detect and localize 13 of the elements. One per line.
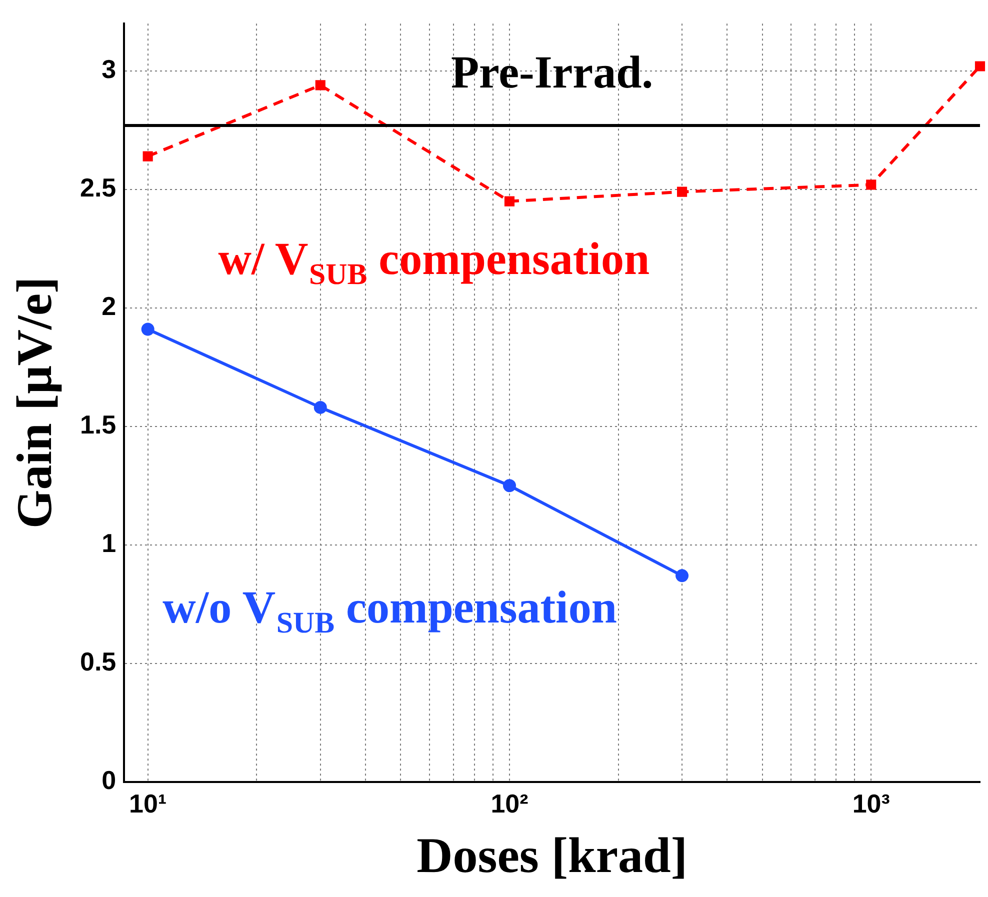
y-axis-title: Gain [μV/e]	[6, 276, 62, 529]
x-tick-label: 10¹	[129, 788, 167, 819]
y-tick-label: 0.5	[80, 646, 116, 677]
y-tick-label: 3	[102, 54, 116, 84]
x-axis-title: Doses [krad]	[416, 826, 688, 883]
y-tick-label: 1.5	[80, 410, 116, 440]
ref-line-label: Pre-Irrad.	[450, 46, 654, 98]
y-tick-label: 2.5	[80, 172, 116, 203]
y-tick-label: 1	[102, 528, 116, 558]
x-tick-label: 10³	[852, 788, 890, 819]
y-tick-label: 0	[102, 764, 116, 795]
y-tick-label: 2	[102, 291, 116, 322]
x-tick-label: 10²	[490, 788, 529, 819]
